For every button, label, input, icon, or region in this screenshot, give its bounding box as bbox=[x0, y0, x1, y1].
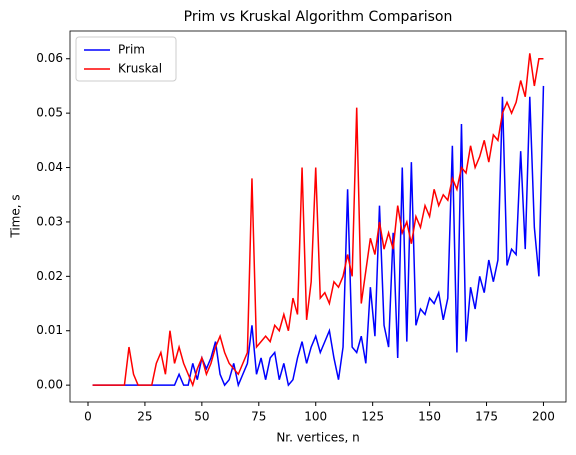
line-series bbox=[92, 85, 545, 388]
y-tick-label: 0.00 bbox=[36, 378, 63, 392]
x-axis-label: Nr. vertices, n bbox=[276, 431, 359, 445]
legend-box bbox=[75, 36, 177, 82]
x-tick-label: 50 bbox=[194, 410, 209, 424]
x-tick-label: 0 bbox=[84, 410, 92, 424]
x-tick-label: 25 bbox=[137, 410, 152, 424]
x-tick-label: 175 bbox=[475, 410, 498, 424]
y-tick-label: 0.03 bbox=[36, 214, 63, 228]
legend-label: Prim bbox=[118, 43, 145, 57]
x-tick-label: 200 bbox=[532, 410, 555, 424]
x-tick-label: 150 bbox=[418, 410, 441, 424]
x-tick-label: 75 bbox=[251, 410, 266, 424]
y-tick-label: 0.06 bbox=[36, 51, 63, 65]
y-tick-label: 0.01 bbox=[36, 323, 63, 337]
chart-title: Prim vs Kruskal Algorithm Comparison bbox=[184, 9, 453, 25]
y-axis-label: Time, s bbox=[9, 194, 23, 238]
plot-frame bbox=[69, 30, 567, 403]
x-tick-label: 125 bbox=[361, 410, 384, 424]
x-tick-label: 100 bbox=[304, 410, 327, 424]
y-tick-label: 0.04 bbox=[36, 160, 63, 174]
y-tick-label: 0.05 bbox=[36, 106, 63, 120]
y-tick-label: 0.02 bbox=[36, 269, 63, 283]
line-series bbox=[92, 53, 544, 388]
legend-label: Kruskal bbox=[118, 62, 162, 76]
